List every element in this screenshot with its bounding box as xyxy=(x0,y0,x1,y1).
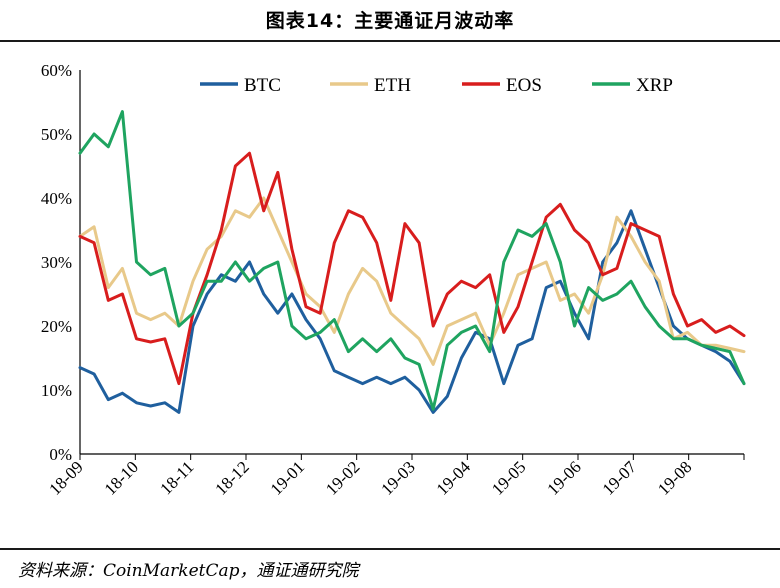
title-divider xyxy=(0,40,780,42)
line-chart: 0%10%20%30%40%50%60%18-09 18-10 18-11 18-12… xyxy=(41,61,746,499)
x-tick-label: 19-04 xyxy=(433,457,475,499)
series-line-btc xyxy=(78,209,746,414)
y-tick-label: 10% xyxy=(41,381,72,400)
x-tick-label: 19-02 xyxy=(322,457,363,498)
legend-label-eth: ETH xyxy=(374,75,411,96)
x-tick-label: 18-10 xyxy=(101,457,142,498)
x-tick-label: 19-06 xyxy=(543,457,584,498)
x-tick-label: 19-01 xyxy=(267,457,308,498)
legend-label-btc: BTC xyxy=(244,75,281,96)
y-tick-label: 60% xyxy=(41,61,72,80)
series-line-xrp xyxy=(78,110,746,411)
x-tick-label: 19-03 xyxy=(377,457,418,498)
x-tick-label: 19-08 xyxy=(654,457,695,498)
y-tick-label: 20% xyxy=(41,317,72,336)
legend-label-xrp: XRP xyxy=(636,75,673,96)
series-line-eos xyxy=(78,151,746,386)
series-line-eth xyxy=(78,196,746,366)
source-note: 资料来源：CoinMarketCap，通证通研究院 xyxy=(18,561,359,581)
x-tick-label: 19-05 xyxy=(488,457,529,498)
x-tick-label: 19-07 xyxy=(599,457,641,499)
chart-title: 图表14：主要通证月波动率 xyxy=(265,10,515,32)
x-tick-label: 18-11 xyxy=(156,457,197,498)
y-tick-label: 30% xyxy=(41,253,72,272)
legend-label-eos: EOS xyxy=(506,75,542,96)
footer-divider xyxy=(0,548,780,550)
y-tick-label: 50% xyxy=(41,125,72,144)
y-tick-label: 0% xyxy=(49,445,72,464)
x-tick-label: 18-12 xyxy=(211,457,252,498)
y-tick-label: 40% xyxy=(41,189,72,208)
